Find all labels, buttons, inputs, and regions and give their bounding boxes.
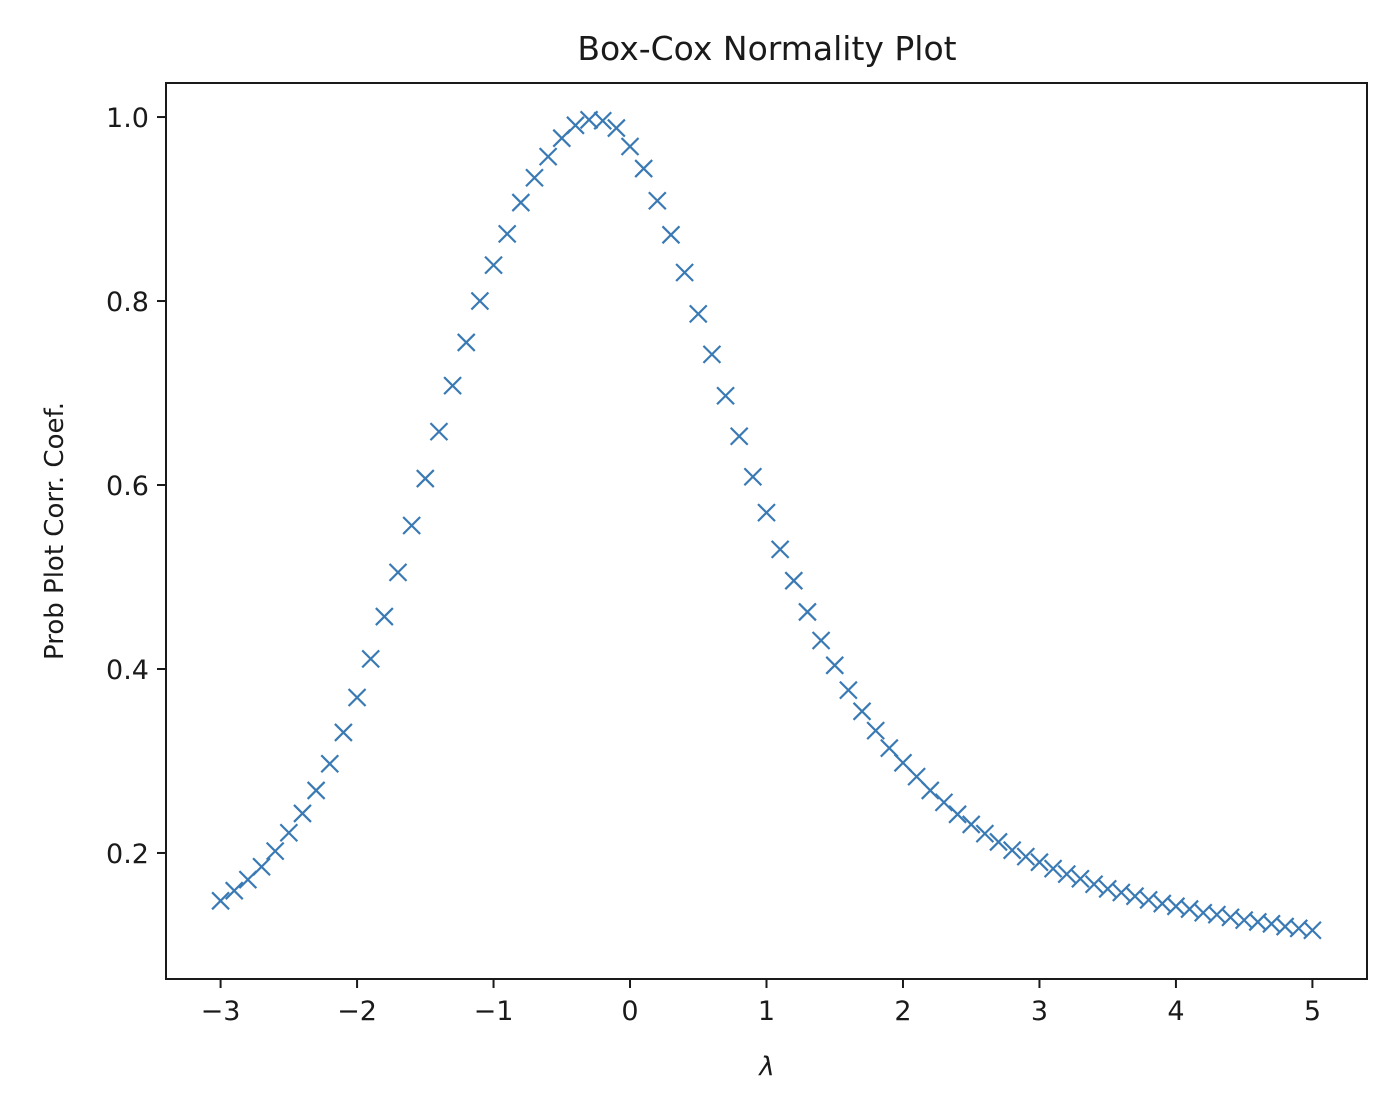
data-point-marker (456, 333, 476, 352)
data-point-marker (784, 571, 804, 590)
plot-area-frame (165, 82, 1368, 980)
data-point-marker (675, 263, 694, 282)
data-point-marker (1002, 840, 1022, 860)
data-point-marker (1057, 864, 1077, 884)
data-point-marker (497, 224, 517, 244)
y-tick-label: 0.2 (106, 839, 149, 870)
data-point-marker (252, 857, 271, 877)
y-axis-label: Prob Plot Corr. Coef. (40, 402, 70, 660)
x-axis: −3 −2 −1 0 1 2 3 4 5 (201, 979, 1321, 1027)
x-tick-label: 2 (894, 996, 911, 1027)
data-point-marker (688, 304, 708, 324)
data-point-marker (1139, 890, 1158, 910)
data-point-marker (661, 225, 681, 245)
y-tick-label: 0.6 (106, 471, 149, 502)
data-point-marker (211, 891, 230, 911)
data-point-marker (729, 426, 749, 446)
data-point-marker (770, 540, 790, 559)
x-axis-label: λ (757, 1052, 774, 1082)
data-point-marker (634, 159, 653, 178)
data-point-marker (989, 832, 1008, 852)
data-point-marker (702, 345, 722, 364)
data-point-marker (866, 721, 885, 740)
data-point-marker (347, 688, 367, 707)
data-point-marker (839, 680, 858, 700)
data-point-marker (948, 805, 967, 824)
data-point-marker (852, 702, 872, 721)
x-tick-label: 5 (1304, 996, 1321, 1027)
data-point-marker (607, 118, 626, 138)
data-point-marker (1043, 859, 1063, 878)
data-point-marker (811, 631, 831, 650)
data-point-marker (429, 422, 449, 441)
data-point-marker (757, 503, 776, 522)
data-point-marker (1016, 847, 1036, 866)
data-point-marker (525, 168, 544, 188)
y-tick-label: 1.0 (106, 103, 149, 134)
x-tick-label: −3 (201, 996, 241, 1027)
data-point-marker (1098, 879, 1117, 899)
data-point-marker (920, 781, 940, 800)
y-tick-label: 0.8 (106, 287, 149, 318)
data-point-marker (224, 881, 244, 900)
data-point-marker (1084, 874, 1104, 894)
data-point-marker (825, 656, 845, 675)
data-point-marker (361, 649, 380, 669)
data-point-marker (470, 291, 490, 311)
data-point-marker (306, 781, 326, 800)
y-axis: 0.2 0.4 0.6 0.8 1.0 (106, 103, 166, 870)
data-point-marker (961, 815, 981, 834)
x-tick-label: −2 (337, 996, 377, 1027)
data-point-marker (1180, 899, 1199, 919)
data-point-marker (593, 111, 613, 130)
data-point-marker (388, 563, 408, 582)
data-point-marker (975, 824, 995, 843)
data-markers (211, 110, 1322, 940)
data-point-marker (1030, 852, 1049, 872)
x-tick-label: 1 (758, 996, 775, 1027)
x-tick-label: 3 (1031, 996, 1048, 1027)
y-tick-label: 0.4 (106, 655, 149, 686)
data-point-marker (320, 754, 340, 774)
data-point-marker (265, 841, 285, 861)
chart-title: Box-Cox Normality Plot (577, 29, 956, 68)
data-point-marker (620, 137, 640, 156)
x-tick-label: 0 (621, 996, 638, 1027)
data-point-marker (511, 193, 531, 212)
data-point-marker (538, 147, 558, 166)
data-point-marker (375, 607, 394, 626)
data-point-marker (743, 467, 763, 487)
data-point-marker (402, 516, 421, 535)
data-point-marker (880, 738, 899, 758)
x-tick-label: 4 (1167, 996, 1184, 1027)
data-point-marker (279, 823, 299, 843)
x-tick-label: −1 (474, 996, 514, 1027)
data-point-marker (1303, 920, 1322, 940)
data-point-marker (334, 723, 353, 742)
data-point-marker (798, 602, 817, 622)
data-point-marker (1125, 886, 1145, 906)
data-point-marker (416, 469, 435, 488)
data-point-marker (443, 376, 462, 395)
data-point-marker (484, 255, 503, 275)
data-point-marker (934, 793, 954, 812)
data-point-marker (566, 116, 585, 135)
data-point-marker (1071, 869, 1090, 889)
data-point-marker (716, 386, 735, 406)
data-point-marker (648, 191, 667, 211)
data-point-marker (1112, 883, 1131, 902)
data-point-marker (293, 804, 312, 823)
